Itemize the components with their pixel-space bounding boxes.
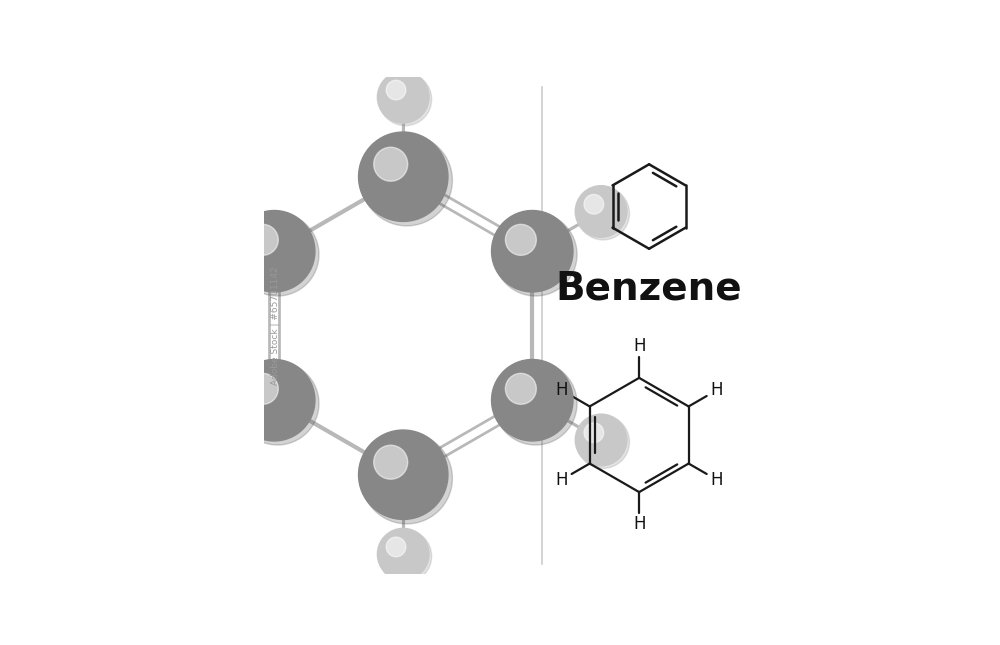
Circle shape — [386, 537, 406, 557]
Circle shape — [584, 423, 604, 442]
Text: H: H — [555, 381, 568, 399]
Circle shape — [233, 210, 315, 292]
Text: H: H — [710, 381, 723, 399]
Circle shape — [577, 415, 629, 468]
Circle shape — [233, 359, 315, 441]
Circle shape — [374, 445, 408, 479]
Circle shape — [247, 224, 278, 255]
Circle shape — [181, 187, 234, 240]
Circle shape — [379, 73, 432, 126]
Circle shape — [494, 362, 577, 445]
Circle shape — [188, 194, 208, 214]
Circle shape — [505, 373, 536, 404]
Circle shape — [180, 186, 231, 237]
Circle shape — [359, 132, 448, 221]
Text: H: H — [633, 337, 645, 355]
Circle shape — [584, 194, 604, 214]
Circle shape — [377, 72, 429, 123]
Text: H: H — [710, 471, 723, 489]
Circle shape — [575, 414, 627, 466]
Circle shape — [575, 186, 627, 237]
Circle shape — [361, 135, 452, 226]
Circle shape — [188, 423, 208, 442]
Circle shape — [247, 373, 278, 404]
Text: H: H — [633, 515, 645, 533]
Circle shape — [577, 187, 629, 240]
Circle shape — [180, 414, 231, 466]
Circle shape — [374, 147, 408, 181]
Circle shape — [505, 224, 536, 255]
Circle shape — [361, 433, 452, 524]
Text: H: H — [555, 471, 568, 489]
Circle shape — [492, 359, 573, 441]
Circle shape — [236, 362, 319, 445]
Circle shape — [386, 80, 406, 100]
Circle shape — [181, 415, 234, 468]
Circle shape — [377, 528, 429, 580]
Circle shape — [494, 213, 577, 296]
Circle shape — [492, 210, 573, 292]
Text: Benzene: Benzene — [556, 270, 742, 308]
Circle shape — [379, 530, 432, 582]
Circle shape — [359, 430, 448, 519]
Circle shape — [236, 213, 319, 296]
Text: Adobe Stock | #65701142: Adobe Stock | #65701142 — [271, 266, 280, 385]
